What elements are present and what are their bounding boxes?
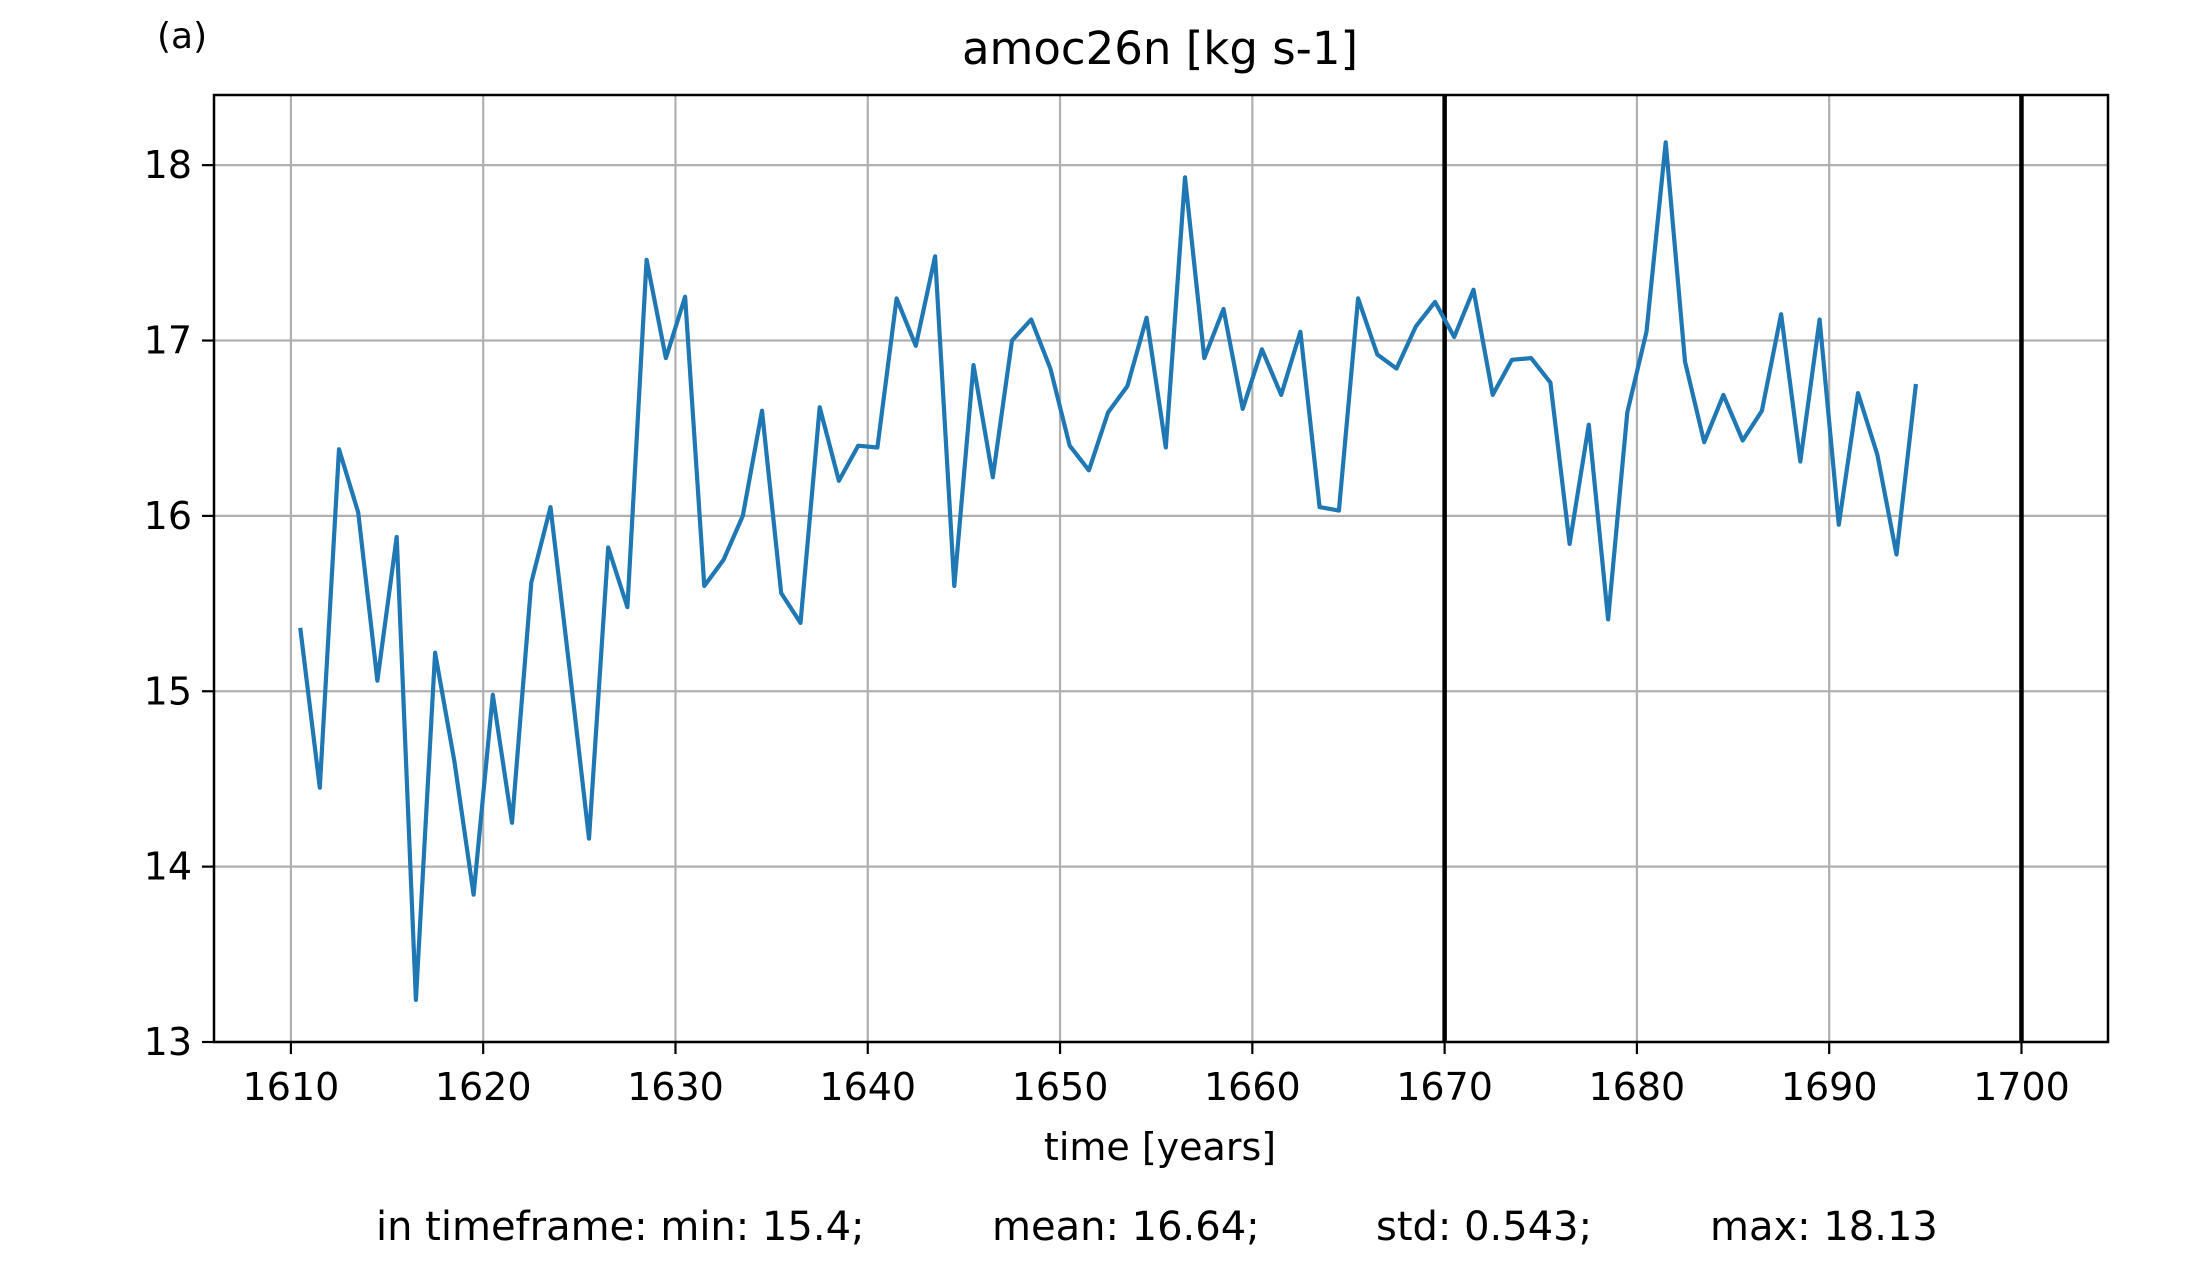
- grid-lines: [214, 95, 2108, 1044]
- y-tick-label-18: 18: [144, 143, 192, 187]
- x-axis-ticks: 1610 1620 1630 1640 1650 1660 1670 1680 1690 1700: [243, 1042, 2070, 1109]
- panel-label: (a): [157, 16, 207, 57]
- x-tick-label-1630: 1630: [627, 1065, 724, 1109]
- stats-std: std: 0.543;: [1376, 1204, 1593, 1250]
- stats-max: max: 18.13: [1710, 1204, 1938, 1250]
- timeframe-stats: in timeframe: min: 15.4; mean: 16.64; st…: [0, 1204, 2196, 1264]
- y-tick-label-15: 15: [144, 669, 192, 713]
- series-line-0: [298, 140, 1919, 1003]
- chart-title: amoc26n [kg s-1]: [962, 22, 1358, 75]
- x-tick-label-1670: 1670: [1396, 1065, 1493, 1109]
- x-tick-label-1650: 1650: [1012, 1065, 1109, 1109]
- x-tick-label-1700: 1700: [1973, 1065, 2070, 1109]
- x-tick-label-1620: 1620: [435, 1065, 532, 1109]
- x-tick-label-1660: 1660: [1204, 1065, 1301, 1109]
- x-tick-label-1690: 1690: [1781, 1065, 1878, 1109]
- y-tick-label-13: 13: [144, 1020, 192, 1064]
- x-tick-label-1640: 1640: [819, 1065, 916, 1109]
- plot-frame: [212, 93, 2110, 1044]
- stats-min: in timeframe: min: 15.4;: [376, 1204, 865, 1250]
- stats-mean: mean: 16.64;: [992, 1204, 1260, 1250]
- y-tick-label-16: 16: [144, 494, 192, 538]
- series-layer: [298, 140, 1919, 1003]
- x-axis-label: time [years]: [1044, 1125, 1276, 1169]
- y-axis-ticks: 13 14 15 16 17 18: [144, 143, 214, 1064]
- x-tick-label-1610: 1610: [243, 1065, 340, 1109]
- vertical-marker-lines: [1442, 95, 2024, 1042]
- y-tick-label-14: 14: [144, 845, 192, 889]
- y-tick-label-17: 17: [144, 319, 192, 363]
- x-tick-label-1680: 1680: [1589, 1065, 1686, 1109]
